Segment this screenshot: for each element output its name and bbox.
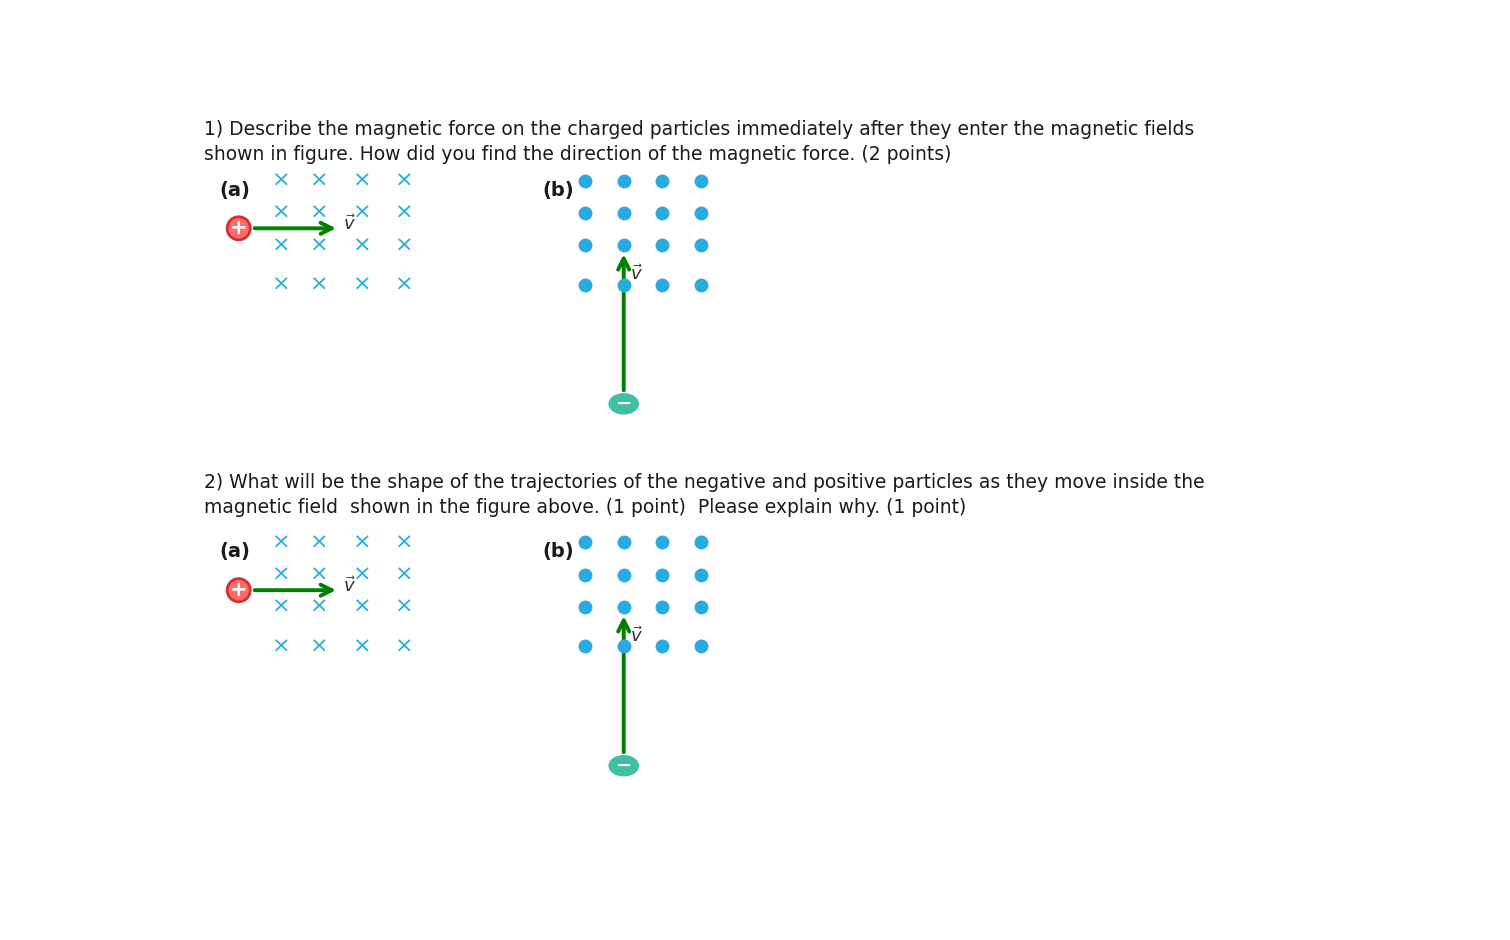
Text: shown in figure. How did you find the direction of the magnetic force. (2 points: shown in figure. How did you find the di…: [204, 145, 951, 164]
Text: ×: ×: [272, 235, 290, 256]
Text: ×: ×: [272, 532, 290, 553]
Text: magnetic field  shown in the figure above. (1 point)  Please explain why. (1 poi: magnetic field shown in the figure above…: [204, 498, 966, 517]
Text: +: +: [230, 218, 248, 239]
Text: ×: ×: [396, 170, 414, 191]
Text: −: −: [616, 395, 631, 414]
Text: ×: ×: [353, 597, 371, 618]
Text: (a): (a): [219, 180, 251, 199]
Text: ×: ×: [310, 597, 329, 618]
Text: ×: ×: [396, 235, 414, 256]
Text: ×: ×: [310, 170, 329, 191]
Text: ×: ×: [353, 170, 371, 191]
Text: ×: ×: [396, 532, 414, 553]
Text: ×: ×: [310, 274, 329, 294]
Text: $\vec{v}$: $\vec{v}$: [630, 264, 643, 285]
Text: ×: ×: [353, 532, 371, 553]
Text: ×: ×: [353, 274, 371, 294]
Text: 2) What will be the shape of the trajectories of the negative and positive parti: 2) What will be the shape of the traject…: [204, 473, 1205, 493]
Text: (b): (b): [544, 180, 574, 199]
Text: ×: ×: [353, 203, 371, 223]
Text: $\vec{v}$: $\vec{v}$: [343, 576, 355, 596]
Text: ×: ×: [310, 532, 329, 553]
Text: ×: ×: [272, 565, 290, 585]
Text: ×: ×: [310, 235, 329, 256]
Text: ×: ×: [272, 170, 290, 191]
Ellipse shape: [609, 394, 639, 414]
Text: $\vec{v}$: $\vec{v}$: [343, 214, 355, 234]
Circle shape: [226, 217, 251, 240]
Text: ×: ×: [396, 565, 414, 585]
Text: ×: ×: [310, 565, 329, 585]
Text: ×: ×: [353, 565, 371, 585]
Text: ×: ×: [272, 203, 290, 223]
Text: ×: ×: [310, 636, 329, 656]
Text: 1) Describe the magnetic force on the charged particles immediately after they e: 1) Describe the magnetic force on the ch…: [204, 120, 1194, 139]
Text: ×: ×: [353, 235, 371, 256]
Text: −: −: [616, 757, 631, 776]
Text: ×: ×: [272, 597, 290, 618]
Text: (a): (a): [219, 542, 251, 561]
Text: ×: ×: [272, 274, 290, 294]
Text: ×: ×: [272, 636, 290, 656]
Text: ×: ×: [310, 203, 329, 223]
Text: ×: ×: [396, 597, 414, 618]
Text: +: +: [230, 580, 248, 601]
Circle shape: [226, 579, 251, 602]
Text: ×: ×: [353, 636, 371, 656]
Ellipse shape: [609, 756, 639, 775]
Text: ×: ×: [396, 274, 414, 294]
Text: (b): (b): [544, 542, 574, 561]
Text: $\vec{v}$: $\vec{v}$: [630, 626, 643, 647]
Text: ×: ×: [396, 203, 414, 223]
Text: ×: ×: [396, 636, 414, 656]
